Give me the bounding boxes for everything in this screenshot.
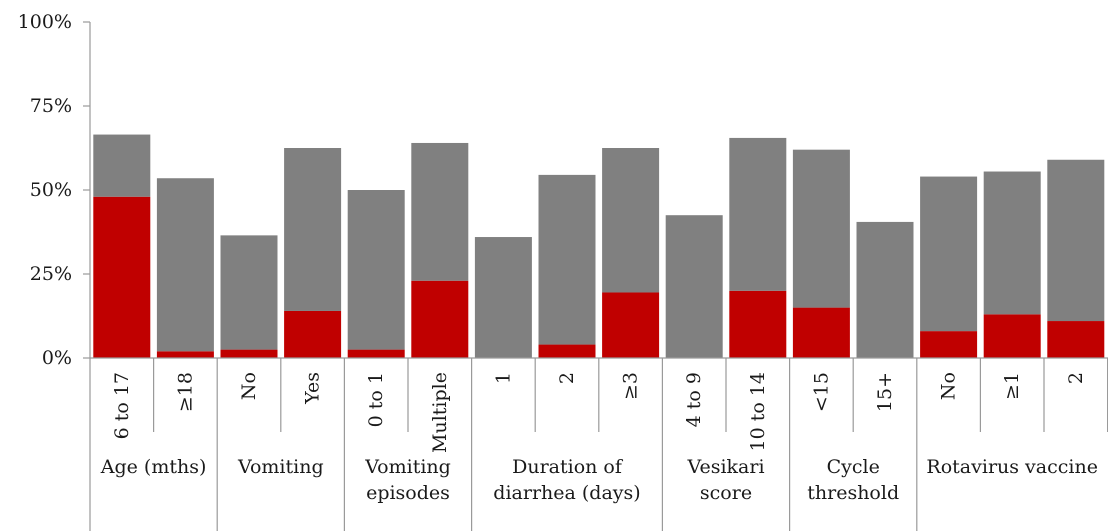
category-label: 10 to 14 — [747, 372, 769, 452]
bars — [93, 134, 1105, 358]
category-label: ≥3 — [620, 372, 642, 400]
bar-segment-red — [538, 344, 596, 358]
bar-segment-red — [220, 349, 278, 358]
bar-segment-gray — [856, 221, 914, 358]
y-tick-label: 50% — [30, 179, 72, 201]
bar-segment-gray — [347, 190, 405, 350]
bar-segment-red — [156, 351, 214, 358]
y-tick-label: 75% — [30, 95, 72, 117]
bar-segment-red — [284, 310, 342, 358]
category-label: No — [938, 372, 960, 400]
category-label: Yes — [302, 372, 324, 405]
bar-segment-gray — [93, 134, 151, 197]
bar-segment-red — [983, 314, 1041, 358]
bar-segment-gray — [983, 171, 1041, 315]
y-axis: 0% 25% 50% 75% 100% — [18, 11, 91, 531]
bar-segment-red — [729, 290, 787, 358]
bar-segment-gray — [729, 137, 787, 291]
bar-segment-gray — [220, 235, 278, 350]
category-label: ≥18 — [174, 372, 196, 412]
category-label: Multiple — [429, 372, 451, 453]
bar-segment-red — [920, 331, 978, 358]
group-label: Vomiting — [237, 456, 324, 478]
group-label: threshold — [807, 482, 899, 504]
group-label: Vesikari — [686, 456, 764, 478]
y-tick-label: 25% — [30, 263, 72, 285]
bar-segment-gray — [1047, 159, 1105, 322]
bar-segment-red — [411, 280, 469, 358]
group-label: diarrhea (days) — [493, 482, 640, 504]
bar-segment-red — [1047, 321, 1105, 358]
bar-segment-gray — [665, 215, 723, 358]
y-tick-label: 0% — [42, 347, 72, 369]
y-tick-label: 100% — [18, 11, 72, 33]
category-label: 4 to 9 — [683, 372, 705, 427]
group-label: Duration of — [512, 456, 624, 478]
bar-segment-red — [347, 349, 405, 358]
bar-segment-gray — [602, 148, 660, 293]
category-label: No — [238, 372, 260, 400]
category-label: <15 — [810, 372, 832, 412]
category-label: 15+ — [874, 372, 896, 412]
bar-segment-gray — [920, 176, 978, 332]
bar-segment-gray — [411, 142, 469, 281]
bar-segment-gray — [474, 237, 532, 358]
x-axis: 6 to 17 ≥18 No Yes 0 to 1 Multiple 1 2 ≥3 4 to 9 1… — [90, 357, 1108, 531]
group-label: score — [700, 482, 752, 504]
category-label: ≥1 — [1001, 372, 1023, 400]
category-label: 0 to 1 — [365, 372, 387, 427]
group-label: Rotavirus vaccine — [926, 456, 1098, 478]
category-label: 1 — [492, 372, 514, 384]
category-label: 6 to 17 — [111, 372, 133, 439]
group-label: episodes — [366, 482, 450, 504]
category-label: 2 — [556, 372, 578, 384]
bar-segment-red — [602, 292, 660, 358]
bar-segment-red — [93, 196, 151, 358]
group-label: Age (mths) — [100, 456, 207, 478]
group-label: Cycle — [827, 456, 880, 478]
bar-segment-gray — [156, 178, 214, 352]
bar-segment-gray — [792, 149, 850, 308]
bar-segment-gray — [284, 148, 342, 311]
group-label: Vomiting — [364, 456, 451, 478]
category-label: 2 — [1065, 372, 1087, 384]
bar-segment-red — [792, 307, 850, 358]
bar-segment-gray — [538, 174, 596, 345]
